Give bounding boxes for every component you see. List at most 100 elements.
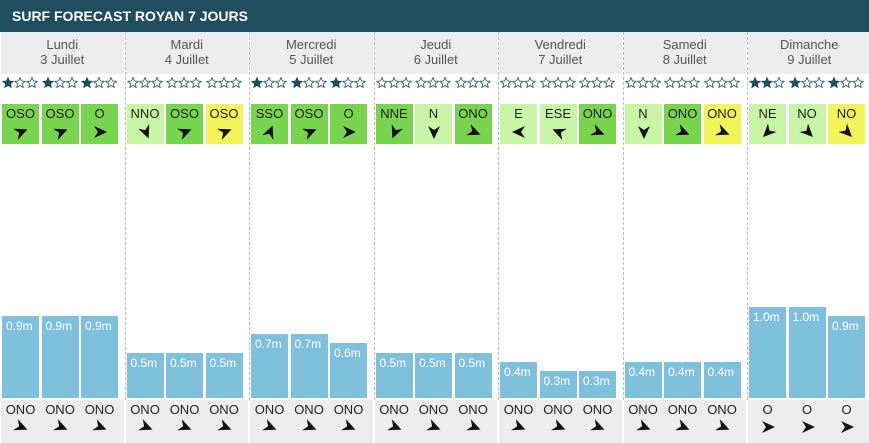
wave-label: 0.5m <box>419 355 446 370</box>
wave-label: 0.5m <box>170 355 197 370</box>
swell-dir: O <box>841 402 852 417</box>
wind-arrow <box>637 126 650 139</box>
day-date: 7 Juillet <box>538 52 583 67</box>
swell-dir: ONO <box>45 402 75 417</box>
star-rating <box>290 76 327 89</box>
star-rating <box>165 76 203 89</box>
wind-arrow <box>216 128 231 140</box>
wind-box: OSO <box>166 104 203 144</box>
swell-dir: ONO <box>254 402 285 417</box>
day-date: 6 Juillet <box>413 52 458 67</box>
wind-box: OSO <box>2 104 39 144</box>
wave-bar <box>205 352 243 398</box>
day-name: Mercredi <box>285 37 337 52</box>
wind-box: NO <box>828 104 865 144</box>
swell-dir: ONO <box>582 402 613 417</box>
wave-label: 0.9m <box>45 319 73 334</box>
wind-arrow <box>52 128 67 140</box>
swell-arrow <box>216 419 231 431</box>
day-header <box>499 32 622 74</box>
wave-label: 0.7m <box>294 337 322 352</box>
wind-box: O <box>330 104 367 144</box>
wind-box: OSO <box>205 104 243 144</box>
wind-box: ONO <box>664 104 701 144</box>
wind-box: NNE <box>375 104 413 144</box>
wave-bar <box>81 316 118 398</box>
wind-box: NO <box>788 104 826 144</box>
wind-box: ONO <box>454 104 492 144</box>
wind-arrow <box>428 126 440 139</box>
day-separator <box>373 32 375 400</box>
swell-arrow <box>177 419 192 431</box>
wind-arrow <box>763 123 777 137</box>
swell-dir: ONO <box>169 402 200 417</box>
swell-arrow <box>511 419 526 431</box>
swell-dir: ONO <box>667 402 698 417</box>
swell-footer <box>1 400 124 443</box>
star-rating <box>748 76 786 89</box>
day-date: 8 Juillet <box>662 52 707 67</box>
wave-label: 0.5m <box>130 355 158 370</box>
wave-label: 0.9m <box>832 319 859 334</box>
swell-arrow <box>841 421 854 433</box>
swell-footer <box>374 400 497 443</box>
wind-arrow <box>177 128 192 140</box>
swell-dir: ONO <box>379 402 409 417</box>
swell-footer <box>125 400 248 443</box>
star-rating <box>578 76 616 89</box>
day-separator <box>249 32 250 400</box>
swell-dir: ONO <box>503 402 534 417</box>
day-name: Vendredi <box>534 37 586 52</box>
star-rating <box>329 76 367 89</box>
wave-bar <box>788 307 826 398</box>
swell-footer <box>499 400 622 443</box>
swell-footer <box>623 400 746 443</box>
star-rating <box>454 76 491 89</box>
wave-bar <box>664 361 701 398</box>
day-date: 5 Juillet <box>289 52 334 67</box>
wave-label: 0.6m <box>334 346 361 361</box>
day-header <box>623 32 746 74</box>
star-rating <box>663 76 701 89</box>
wind-box: ONO <box>703 104 741 144</box>
day-header <box>374 32 497 74</box>
swell-arrow <box>801 421 815 433</box>
wind-arrow <box>94 126 107 138</box>
wind-arrow <box>465 124 480 136</box>
wind-arrow <box>137 124 149 139</box>
wind-box: ESE <box>539 104 577 144</box>
star-rating <box>624 76 661 89</box>
day-date: 3 Juillet <box>40 52 85 67</box>
day-name: Dimanche <box>779 37 839 52</box>
day-name: Jeudi <box>420 37 452 52</box>
swell-arrow <box>13 419 28 431</box>
star-rating <box>827 76 865 89</box>
wave-bar <box>41 316 79 398</box>
wave-bar <box>2 316 39 398</box>
wind-arrow <box>552 128 567 140</box>
swell-arrow <box>635 419 650 431</box>
wave-label: 0.4m <box>707 364 735 379</box>
swell-footer <box>748 400 869 443</box>
wind-box: SSO <box>251 104 288 144</box>
swell-dir: ONO <box>418 402 449 417</box>
swell-arrow <box>590 419 605 431</box>
star-rating <box>250 76 288 89</box>
day-header <box>1 32 124 74</box>
wave-bar <box>828 316 865 398</box>
wave-bar <box>454 352 492 398</box>
wave-label: 0.5m <box>379 355 407 370</box>
swell-arrow <box>137 419 152 431</box>
wind-arrow <box>343 126 356 138</box>
swell-arrow <box>714 419 729 431</box>
wave-bar <box>539 370 577 398</box>
wave-label: 1.0m <box>792 310 820 324</box>
wave-bar <box>624 361 662 398</box>
swell-arrow <box>301 419 316 431</box>
widget-title: SURF FORECAST ROYAN 7 JOURS <box>0 0 869 32</box>
wave-label: 0.9m <box>6 319 33 334</box>
swell-arrow <box>341 419 356 431</box>
swell-arrow <box>762 421 775 433</box>
wind-box: OSO <box>290 104 328 144</box>
star-rating <box>703 76 740 89</box>
